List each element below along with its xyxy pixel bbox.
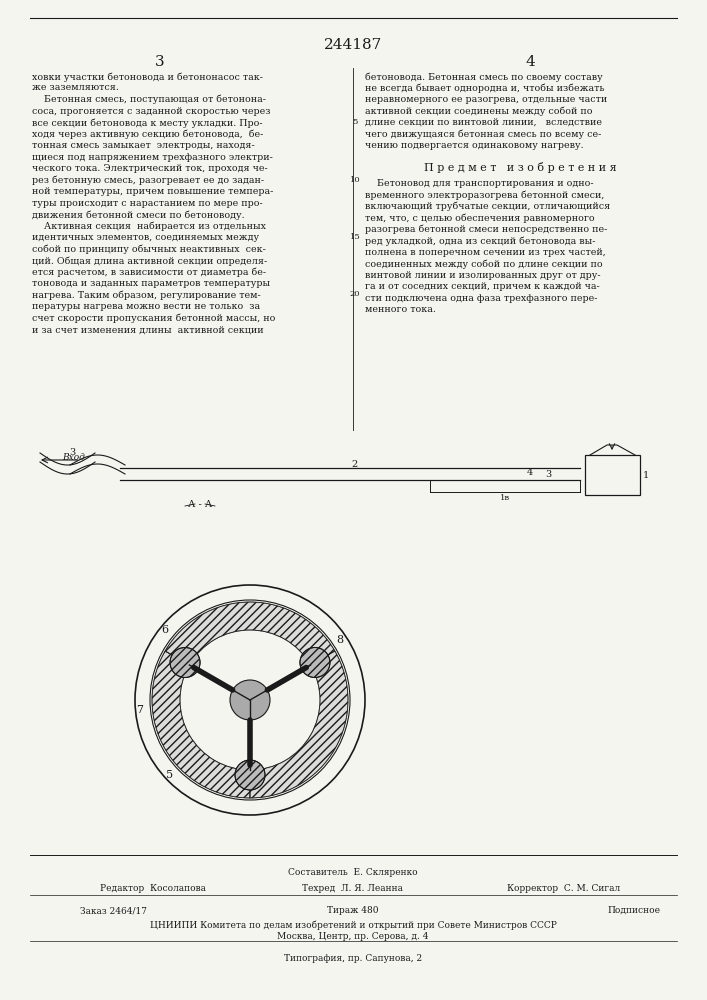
Text: ной температуры, причем повышение темпера-: ной температуры, причем повышение темпер… — [32, 187, 274, 196]
Wedge shape — [152, 651, 250, 798]
Text: 1в: 1в — [500, 494, 510, 502]
Text: 1: 1 — [643, 471, 649, 480]
Text: 244187: 244187 — [324, 38, 382, 52]
Text: ческого тока. Электрический ток, проходя че-: ческого тока. Электрический ток, проходя… — [32, 164, 268, 173]
Text: чего движущаяся бетонная смесь по всему се-: чего движущаяся бетонная смесь по всему … — [365, 129, 602, 139]
Text: соса, прогоняется с заданной скоростью через: соса, прогоняется с заданной скоростью ч… — [32, 106, 271, 115]
Text: Москва, Центр, пр. Серова, д. 4: Москва, Центр, пр. Серова, д. 4 — [277, 932, 428, 941]
Text: собой по принципу обычных неактивных  сек-: собой по принципу обычных неактивных сек… — [32, 244, 266, 254]
Text: щиеся под напряжением трехфазного электри-: щиеся под напряжением трехфазного электр… — [32, 152, 273, 161]
Text: Вход: Вход — [62, 453, 85, 462]
Text: временного электроразогрева бетонной смеси,: временного электроразогрева бетонной сме… — [365, 190, 604, 200]
Bar — [585, 455, 640, 495]
Text: 7: 7 — [136, 705, 144, 715]
Text: идентичных элементов, соединяемых между: идентичных элементов, соединяемых между — [32, 233, 259, 242]
Text: 20: 20 — [350, 290, 361, 298]
Text: бетоновода. Бетонная смесь по своему составу: бетоновода. Бетонная смесь по своему сос… — [365, 72, 603, 82]
Text: нагрева. Таким образом, регулирование тем-: нагрева. Таким образом, регулирование те… — [32, 290, 261, 300]
Text: 5: 5 — [166, 770, 173, 780]
Text: 6: 6 — [161, 625, 168, 635]
Text: тонная смесь замыкает  электроды, находя-: тонная смесь замыкает электроды, находя- — [32, 141, 255, 150]
Text: П р е д м е т   и з о б р е т е н и я: П р е д м е т и з о б р е т е н и я — [423, 162, 617, 173]
Text: Активная секция  набирается из отдельных: Активная секция набирается из отдельных — [32, 222, 266, 231]
Text: 3: 3 — [69, 448, 75, 457]
Text: Бетоновод для транспортирования и одно-: Бетоновод для транспортирования и одно- — [365, 179, 594, 188]
Text: 4: 4 — [525, 55, 535, 69]
Text: не всегда бывает однородна и, чтобы избежать: не всегда бывает однородна и, чтобы избе… — [365, 84, 604, 93]
Text: Тираж 480: Тираж 480 — [327, 906, 379, 915]
Text: А - А: А - А — [188, 500, 212, 509]
Text: активной секции соединены между собой по: активной секции соединены между собой по — [365, 106, 592, 116]
Text: ховки участки бетоновода и бетононасос так-: ховки участки бетоновода и бетононасос т… — [32, 72, 263, 82]
Text: ется расчетом, в зависимости от диаметра бе-: ется расчетом, в зависимости от диаметра… — [32, 267, 266, 277]
Text: га и от соседних секций, причем к каждой ча-: га и от соседних секций, причем к каждой… — [365, 282, 600, 291]
Text: ред укладкой, одна из секций бетоновода вы-: ред укладкой, одна из секций бетоновода … — [365, 236, 595, 246]
Text: 8: 8 — [337, 635, 344, 645]
Wedge shape — [165, 602, 335, 665]
Text: движения бетонной смеси по бетоноводу.: движения бетонной смеси по бетоноводу. — [32, 210, 245, 220]
Wedge shape — [250, 651, 348, 798]
Text: тем, что, с целью обеспечения равномерного: тем, что, с целью обеспечения равномерно… — [365, 213, 595, 223]
Text: полнена в поперечном сечении из трех частей,: полнена в поперечном сечении из трех час… — [365, 248, 606, 257]
Text: Составитель  Е. Скляренко: Составитель Е. Скляренко — [288, 868, 418, 877]
Text: Типография, пр. Сапунова, 2: Типография, пр. Сапунова, 2 — [284, 954, 422, 963]
Circle shape — [300, 648, 330, 678]
Circle shape — [230, 680, 270, 720]
Text: пературы нагрева можно вести не только  за: пературы нагрева можно вести не только з… — [32, 302, 260, 311]
Text: включающий трубчатые секции, отличающийся: включающий трубчатые секции, отличающийс… — [365, 202, 610, 211]
Text: неравномерного ее разогрева, отдельные части: неравномерного ее разогрева, отдельные ч… — [365, 95, 607, 104]
Text: 5: 5 — [352, 118, 358, 126]
Circle shape — [170, 648, 200, 678]
Text: счет скорости пропускания бетонной массы, но: счет скорости пропускания бетонной массы… — [32, 314, 275, 323]
Text: 3: 3 — [156, 55, 165, 69]
Text: же заземляются.: же заземляются. — [32, 84, 119, 93]
Text: тоновода и заданных параметров температуры: тоновода и заданных параметров температу… — [32, 279, 270, 288]
Text: винтовой линии и изолированных друг от дру-: винтовой линии и изолированных друг от д… — [365, 271, 601, 280]
Text: ходя через активную секцию бетоновода,  бе-: ходя через активную секцию бетоновода, б… — [32, 129, 264, 139]
Text: 4: 4 — [527, 468, 533, 477]
Text: 10: 10 — [350, 176, 361, 184]
Text: разогрева бетонной смеси непосредственно пе-: разогрева бетонной смеси непосредственно… — [365, 225, 607, 234]
Text: Заказ 2464/17: Заказ 2464/17 — [80, 906, 147, 915]
Text: Редактор  Косолапова: Редактор Косолапова — [100, 884, 206, 893]
Text: ций. Общая длина активной секции определя-: ций. Общая длина активной секции определ… — [32, 256, 267, 265]
Text: менного тока.: менного тока. — [365, 305, 436, 314]
Text: Бетонная смесь, поступающая от бетонона-: Бетонная смесь, поступающая от бетонона- — [32, 95, 266, 104]
Text: Корректор  С. М. Сигал: Корректор С. М. Сигал — [507, 884, 620, 893]
Text: Техред  Л. Я. Леанна: Техред Л. Я. Леанна — [303, 884, 404, 893]
Text: Подписное: Подписное — [607, 906, 660, 915]
Text: рез бетонную смесь, разогревает ее до задан-: рез бетонную смесь, разогревает ее до за… — [32, 176, 264, 185]
Text: сти подключена одна фаза трехфазного пере-: сти подключена одна фаза трехфазного пер… — [365, 294, 597, 303]
Text: ЦНИИПИ Комитета по делам изобретений и открытий при Совете Министров СССР: ЦНИИПИ Комитета по делам изобретений и о… — [150, 920, 556, 930]
Text: 15: 15 — [350, 233, 361, 241]
Text: туры происходит с нарастанием по мере про-: туры происходит с нарастанием по мере пр… — [32, 198, 263, 208]
Text: 3: 3 — [545, 470, 551, 479]
Text: чению подвергается одинаковому нагреву.: чению подвергается одинаковому нагреву. — [365, 141, 583, 150]
Text: длине секции по винтовой линии,   вследствие: длине секции по винтовой линии, вследств… — [365, 118, 602, 127]
Text: все секции бетоновода к месту укладки. Про-: все секции бетоновода к месту укладки. П… — [32, 118, 262, 127]
Text: и за счет изменения длины  активной секции: и за счет изменения длины активной секци… — [32, 325, 264, 334]
Text: соединенных между собой по длине секции по: соединенных между собой по длине секции … — [365, 259, 602, 269]
Text: 2: 2 — [352, 460, 358, 469]
Circle shape — [235, 760, 265, 790]
